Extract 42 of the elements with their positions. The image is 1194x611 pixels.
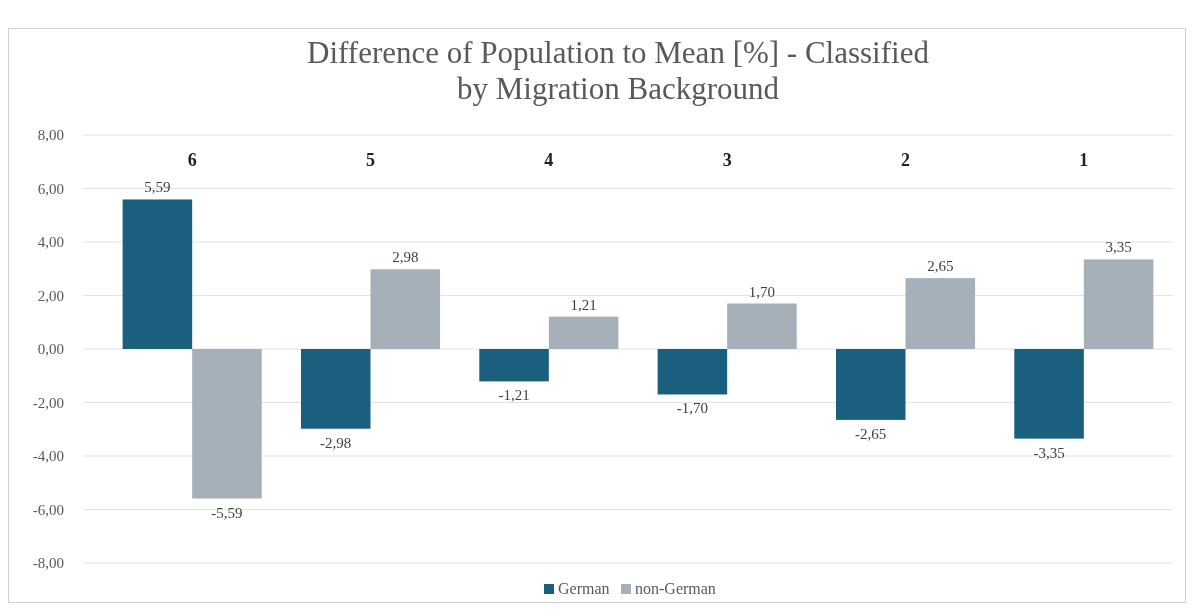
bar xyxy=(727,303,797,349)
bar xyxy=(657,349,728,395)
y-tick-label: 4,00 xyxy=(37,234,64,250)
x-tick-label: 3 xyxy=(722,150,732,170)
bar xyxy=(1014,349,1084,439)
data-label: 1,21 xyxy=(570,296,597,313)
x-tick-label: 2 xyxy=(901,150,910,170)
data-label: -1,21 xyxy=(498,387,530,404)
y-tick-label: -2,00 xyxy=(32,394,64,411)
legend-label: German xyxy=(558,580,610,597)
x-tick-label: 4 xyxy=(544,150,554,170)
y-tick-label: -8,00 xyxy=(32,555,64,571)
data-label: -1,70 xyxy=(676,400,709,417)
y-tick-label: 8,00 xyxy=(37,127,64,143)
bar xyxy=(300,349,371,429)
y-tick-label: -6,00 xyxy=(32,501,64,518)
bar xyxy=(548,316,619,349)
data-label: 5,59 xyxy=(144,179,171,196)
y-tick-label: 6,00 xyxy=(37,180,64,197)
data-label: 2,65 xyxy=(927,258,954,275)
chart-title: Difference of Population to Mean [%] - Classified by Migration Background xyxy=(307,35,930,106)
x-tick-label: 6 xyxy=(187,150,197,170)
bar xyxy=(479,349,549,382)
data-label: 1,70 xyxy=(748,283,776,300)
data-label: 2,98 xyxy=(392,249,419,266)
y-tick-label: 0,00 xyxy=(37,341,64,357)
data-label: -3,35 xyxy=(1033,444,1065,461)
bar xyxy=(1083,259,1154,349)
x-tick-label: 5 xyxy=(366,150,375,170)
bar xyxy=(835,349,906,420)
y-tick-label: 2,00 xyxy=(37,287,64,304)
x-tick-label: 1 xyxy=(1079,150,1089,170)
data-label: 3,35 xyxy=(1105,239,1132,256)
legend-label: non-German xyxy=(635,580,716,597)
bar xyxy=(370,269,441,349)
data-label: -5,59 xyxy=(211,504,243,521)
bar xyxy=(122,199,193,349)
data-label: -2,65 xyxy=(855,425,887,442)
data-label: -2,98 xyxy=(320,434,352,451)
bar xyxy=(905,278,976,349)
bar xyxy=(192,349,262,499)
y-tick-label: -4,00 xyxy=(32,448,64,464)
